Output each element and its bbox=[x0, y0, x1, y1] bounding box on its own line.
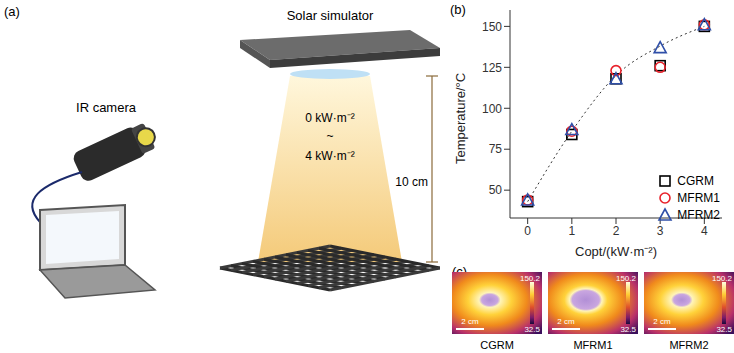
svg-text:75: 75 bbox=[489, 142, 503, 156]
svg-text:IR camera: IR camera bbox=[76, 100, 137, 115]
svg-text:2 cm: 2 cm bbox=[461, 317, 479, 326]
svg-text:(a): (a) bbox=[4, 4, 20, 19]
svg-text:0: 0 bbox=[524, 224, 531, 238]
svg-text:4: 4 bbox=[701, 224, 708, 238]
html-text:CGRM: CGRM bbox=[677, 174, 714, 188]
svg-text:2: 2 bbox=[613, 224, 620, 238]
svg-text:2 cm: 2 cm bbox=[557, 317, 575, 326]
svg-text:Temperature/°C: Temperature/°C bbox=[453, 73, 468, 164]
html-text:MFRM1: MFRM1 bbox=[677, 191, 720, 205]
html-text:CGRM: CGRM bbox=[480, 339, 514, 351]
svg-text:32.5: 32.5 bbox=[620, 325, 636, 334]
svg-text:Copt/(kW·m⁻²): Copt/(kW·m⁻²) bbox=[575, 244, 657, 259]
svg-text:2 cm: 2 cm bbox=[653, 317, 671, 326]
svg-text:150.2: 150.2 bbox=[520, 274, 541, 283]
svg-text:0 kW·m⁻²: 0 kW·m⁻² bbox=[305, 111, 354, 125]
svg-text:1: 1 bbox=[568, 224, 575, 238]
svg-text:10 cm: 10 cm bbox=[395, 175, 428, 189]
svg-text:Solar simulator: Solar simulator bbox=[287, 8, 374, 23]
svg-text:3: 3 bbox=[657, 224, 664, 238]
html-text:MFRM2: MFRM2 bbox=[669, 339, 709, 351]
svg-text:4 kW·m⁻²: 4 kW·m⁻² bbox=[305, 149, 354, 163]
svg-text:50: 50 bbox=[489, 183, 503, 197]
svg-text:100: 100 bbox=[482, 102, 502, 116]
svg-text:32.5: 32.5 bbox=[524, 325, 540, 334]
svg-text:150.2: 150.2 bbox=[712, 274, 733, 283]
svg-text:150: 150 bbox=[482, 20, 502, 34]
html-text:MFRM1: MFRM1 bbox=[573, 339, 613, 351]
svg-text:~: ~ bbox=[326, 129, 333, 143]
html-text:(c): (c) bbox=[452, 264, 468, 279]
svg-text:150.2: 150.2 bbox=[616, 274, 637, 283]
svg-text:32.5: 32.5 bbox=[716, 325, 732, 334]
html-text:MFRM2: MFRM2 bbox=[677, 208, 720, 222]
html-text:(b): (b) bbox=[450, 2, 466, 17]
svg-text:125: 125 bbox=[482, 61, 502, 75]
